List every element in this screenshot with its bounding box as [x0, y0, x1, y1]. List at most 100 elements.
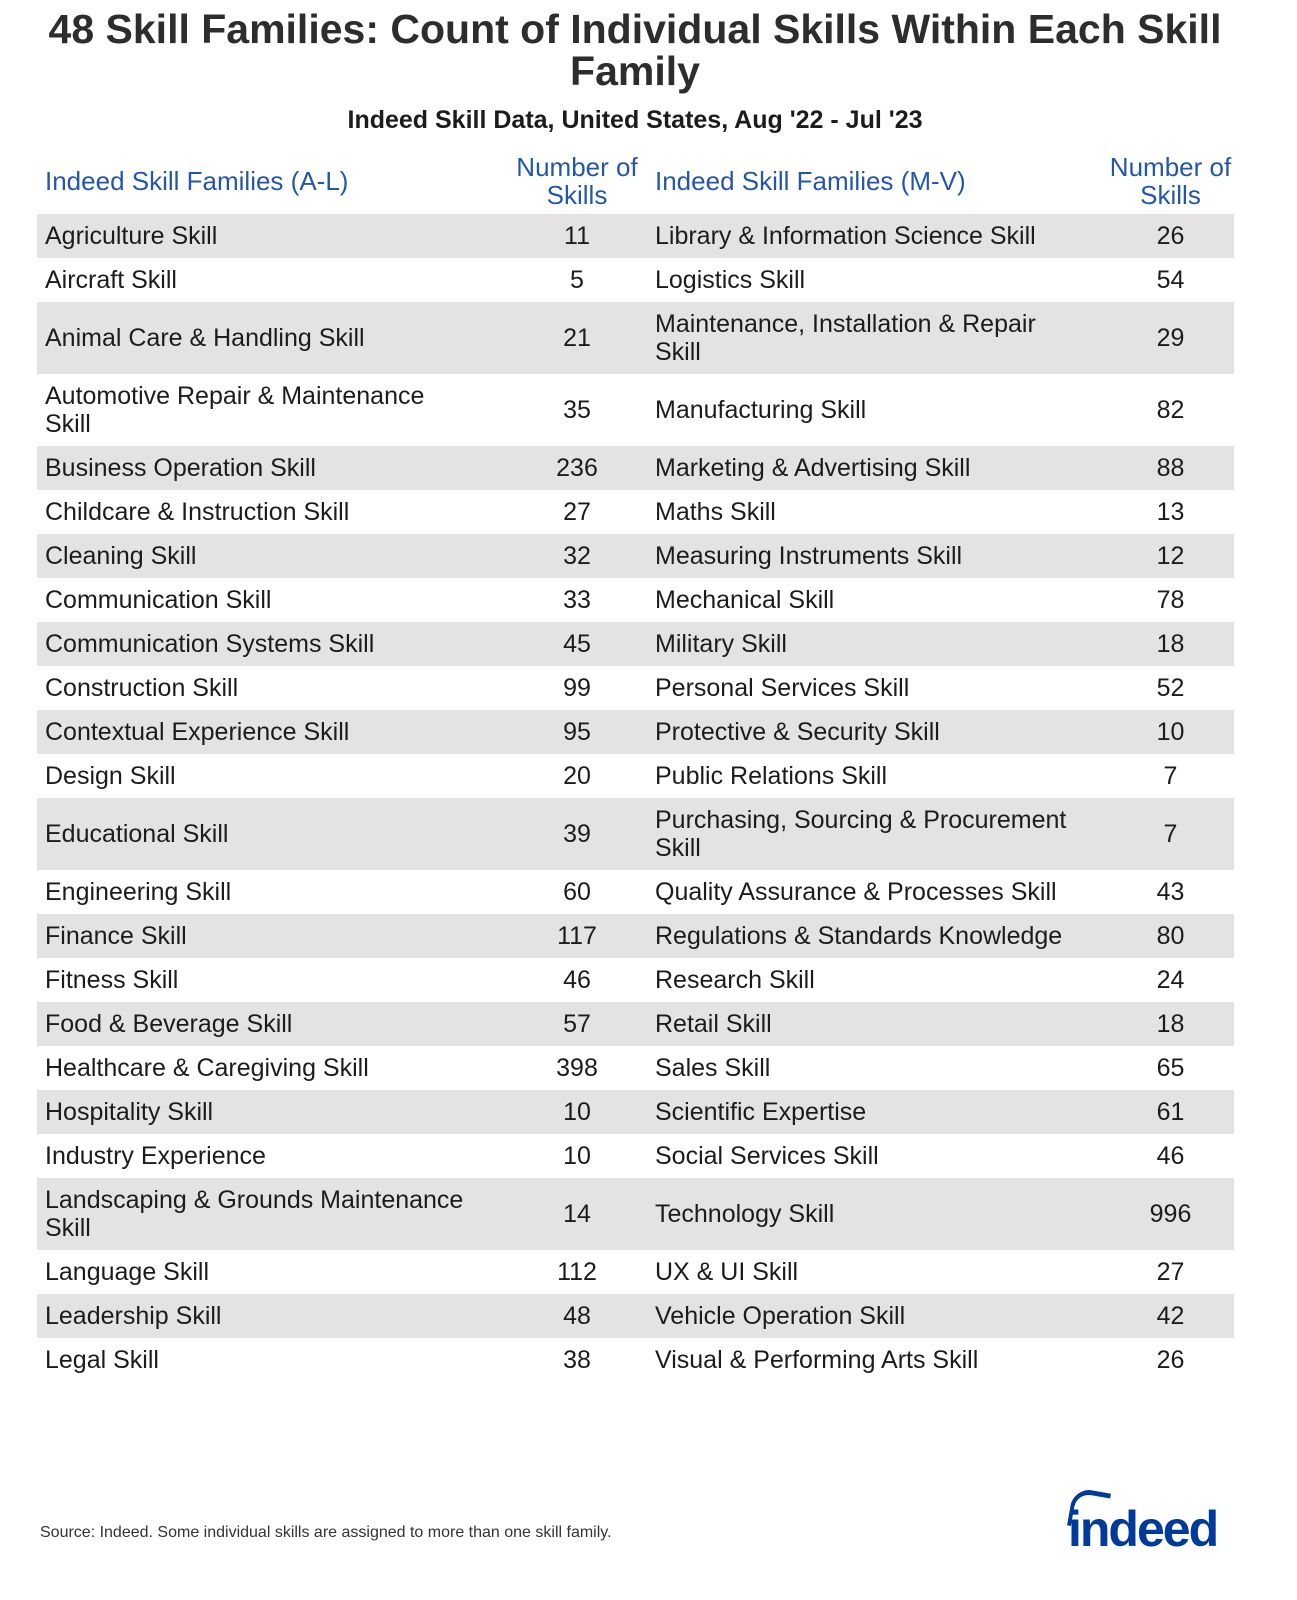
skill-count-m-v: 26	[1156, 222, 1185, 250]
table-row: Contextual Experience Skill 95 Protective …	[37, 710, 1234, 754]
skill-count-a-l: 236	[556, 454, 598, 482]
table-row: Hospitality Skill 10 Scientific Expertise 6…	[37, 1090, 1234, 1134]
skill-family-m-v: Social Services Skill	[655, 1142, 879, 1170]
table-row: Aircraft Skill 5 Logistics Skill 54	[37, 258, 1234, 302]
chart-subtitle: Indeed Skill Data, United States, Aug '2…	[347, 106, 923, 134]
skill-count-m-v: 46	[1156, 1142, 1185, 1170]
skill-family-a-l: Finance Skill	[45, 922, 187, 950]
skill-count-m-v: 24	[1156, 966, 1185, 994]
skill-family-a-l: Legal Skill	[45, 1346, 159, 1374]
source-note: Source: Indeed. Some individual skills a…	[40, 1524, 612, 1541]
skill-family-m-v: Scientific Expertise	[655, 1098, 867, 1126]
skill-count-a-l: 20	[563, 762, 591, 790]
table-header-row: Indeed Skill Families (A-L) Number of Sk…	[37, 148, 1234, 214]
skill-family-m-v: Personal Services Skill	[655, 674, 910, 702]
column-header-count-m-v: Number of Skills	[1109, 152, 1232, 210]
skill-family-a-l: Communication Systems Skill	[45, 630, 375, 658]
table-row: Fitness Skill 46 Research Skill 24	[37, 958, 1234, 1002]
table-row: Legal Skill 38 Visual & Performing Arts Sk…	[37, 1338, 1234, 1382]
chart-title: 48 Skill Families: Count of Individual S…	[48, 6, 1222, 94]
skill-family-a-l: Cleaning Skill	[45, 542, 197, 570]
skill-count-m-v: 10	[1156, 718, 1185, 746]
skill-count-a-l: 14	[563, 1200, 591, 1228]
skill-family-a-l: Hospitality Skill	[45, 1098, 214, 1126]
skill-count-a-l: 48	[563, 1302, 591, 1330]
skill-count-m-v: 13	[1156, 498, 1185, 526]
skill-family-m-v: Maintenance, Installation & Repair Skill	[655, 310, 1036, 366]
logo-text: indeed	[1068, 1501, 1219, 1557]
skill-family-m-v: UX & UI Skill	[655, 1258, 799, 1286]
skill-count-a-l: 99	[563, 674, 591, 702]
skill-family-a-l: Leadership Skill	[45, 1302, 222, 1330]
skill-count-a-l: 57	[563, 1010, 591, 1038]
skill-family-a-l: Landscaping & Grounds Maintenance Skill	[45, 1186, 464, 1242]
table-row: Food & Beverage Skill 57 Retail Skill 18	[37, 1002, 1234, 1046]
table-row: Leadership Skill 48 Vehicle Operation Skil…	[37, 1294, 1234, 1338]
table-row: Animal Care & Handling Skill 21 Maintenanc…	[37, 302, 1234, 374]
skill-count-a-l: 45	[563, 630, 591, 658]
skill-count-m-v: 52	[1156, 674, 1185, 702]
skill-family-a-l: Industry Experience	[45, 1142, 266, 1170]
skill-count-m-v: 29	[1156, 324, 1185, 352]
skill-family-a-l: Communication Skill	[45, 586, 272, 614]
column-header-count-a-l: Number of Skills	[516, 152, 638, 210]
skill-family-a-l: Agriculture Skill	[45, 222, 218, 250]
skill-families-table: Indeed Skill Families (A-L) Number of Sk…	[37, 148, 1234, 1382]
skill-count-m-v: 65	[1156, 1054, 1185, 1082]
skill-family-a-l: Childcare & Instruction Skill	[45, 498, 350, 526]
skill-count-a-l: 5	[570, 266, 584, 294]
skill-family-m-v: Purchasing, Sourcing & Procurement Skill	[655, 806, 1067, 862]
skill-family-m-v: Technology Skill	[655, 1200, 835, 1228]
skill-count-a-l: 27	[563, 498, 591, 526]
skill-family-a-l: Automotive Repair & Maintenance Skill	[45, 382, 425, 438]
skill-count-m-v: 54	[1156, 266, 1185, 294]
skill-count-a-l: 33	[563, 586, 591, 614]
table-row: Automotive Repair & Maintenance Skill 35 M…	[37, 374, 1234, 446]
table-row: Finance Skill 117 Regulations & Standards …	[37, 914, 1234, 958]
skill-family-m-v: Manufacturing Skill	[655, 396, 867, 424]
column-header-families-a-l: Indeed Skill Families (A-L)	[45, 166, 349, 196]
skill-count-m-v: 7	[1163, 762, 1178, 790]
skill-family-a-l: Language Skill	[45, 1258, 210, 1286]
skill-count-m-v: 27	[1156, 1258, 1185, 1286]
table-row: Agriculture Skill 11 Library & Information…	[37, 214, 1234, 258]
skill-count-m-v: 42	[1156, 1302, 1185, 1330]
column-header-families-m-v: Indeed Skill Families (M-V)	[655, 166, 966, 196]
skill-count-a-l: 21	[563, 324, 591, 352]
skill-count-m-v: 43	[1156, 878, 1185, 906]
skill-family-a-l: Design Skill	[45, 762, 176, 790]
table-row: Construction Skill 99 Personal Services Sk…	[37, 666, 1234, 710]
skill-family-m-v: Quality Assurance & Processes Skill	[655, 878, 1057, 906]
skill-count-a-l: 10	[563, 1098, 591, 1126]
skill-family-m-v: Library & Information Science Skill	[655, 222, 1036, 250]
skill-count-m-v: 26	[1156, 1346, 1185, 1374]
table-row: Communication Skill 33 Mechanical Skill 78	[37, 578, 1234, 622]
table-row: Industry Experience 10 Social Services Ski…	[37, 1134, 1234, 1178]
skill-count-a-l: 39	[563, 820, 591, 848]
skill-count-m-v: 18	[1156, 630, 1185, 658]
skill-family-m-v: Visual & Performing Arts Skill	[655, 1346, 979, 1374]
skill-family-a-l: Contextual Experience Skill	[45, 718, 350, 746]
skill-family-a-l: Engineering Skill	[45, 878, 232, 906]
skill-family-m-v: Retail Skill	[655, 1010, 772, 1038]
skill-family-m-v: Regulations & Standards Knowledge	[655, 922, 1063, 950]
table-row: Childcare & Instruction Skill 27 Maths Ski…	[37, 490, 1234, 534]
skill-count-m-v: 12	[1156, 542, 1185, 570]
skill-count-m-v: 61	[1156, 1098, 1185, 1126]
skill-family-a-l: Aircraft Skill	[45, 266, 177, 294]
skill-family-m-v: Research Skill	[655, 966, 815, 994]
skill-family-m-v: Marketing & Advertising Skill	[655, 454, 971, 482]
skill-family-a-l: Business Operation Skill	[45, 454, 316, 482]
skill-family-m-v: Military Skill	[655, 630, 787, 658]
skill-count-a-l: 95	[563, 718, 591, 746]
skill-family-m-v: Public Relations Skill	[655, 762, 888, 790]
skill-count-a-l: 35	[563, 396, 591, 424]
skill-count-m-v: 88	[1156, 454, 1185, 482]
table-row: Communication Systems Skill 45 Military Sk…	[37, 622, 1234, 666]
skill-count-m-v: 80	[1156, 922, 1185, 950]
skill-count-m-v: 82	[1156, 396, 1185, 424]
skill-family-a-l: Food & Beverage Skill	[45, 1010, 293, 1038]
skill-family-m-v: Maths Skill	[655, 498, 776, 526]
skill-count-a-l: 32	[563, 542, 591, 570]
table-row: Design Skill 20 Public Relations Skill 7	[37, 754, 1234, 798]
